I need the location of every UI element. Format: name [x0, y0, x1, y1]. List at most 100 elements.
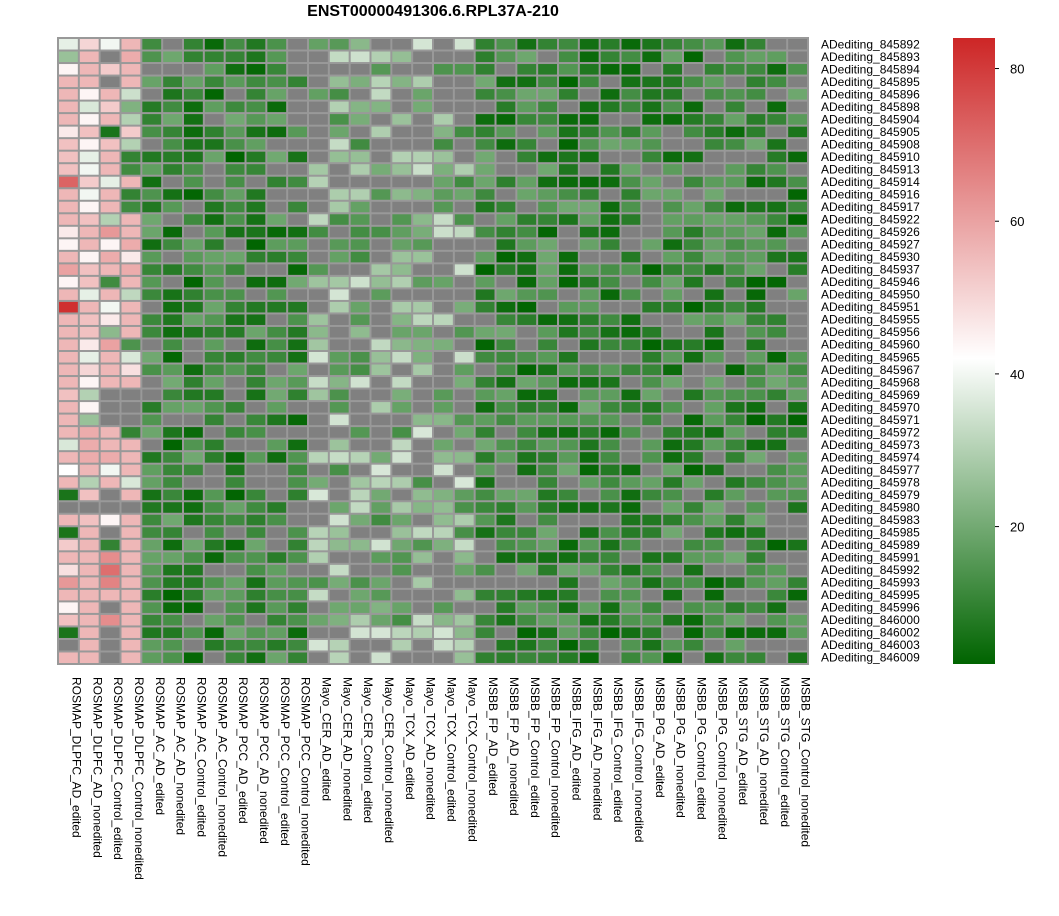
heatmap-cell — [246, 51, 266, 63]
heatmap-cell — [329, 639, 349, 651]
heatmap-cell — [309, 377, 328, 388]
heatmap-cell — [454, 189, 474, 200]
column-label: ROSMAP_DLPFC_AD_nonedited — [90, 677, 104, 858]
heatmap-cell — [204, 489, 224, 501]
heatmap-cell — [642, 339, 662, 350]
heatmap-cell — [600, 151, 620, 163]
heatmap-cell — [517, 377, 537, 388]
heatmap-cell — [454, 589, 474, 601]
row-label: ADediting_845950 — [821, 288, 920, 302]
heatmap-cell — [517, 239, 537, 250]
heatmap-cell — [204, 164, 224, 175]
heatmap-cell — [517, 214, 537, 225]
heatmap-cell — [600, 389, 620, 401]
heatmap-cell — [100, 226, 120, 238]
heatmap-cell — [663, 126, 682, 138]
heatmap-cell — [350, 189, 370, 200]
heatmap-cell — [538, 514, 557, 526]
heatmap-cell — [59, 126, 78, 138]
row-label: ADediting_845927 — [821, 238, 920, 252]
heatmap-cell — [79, 139, 99, 150]
heatmap-cell — [621, 577, 641, 588]
heatmap-cell — [371, 301, 391, 313]
heatmap-cell — [579, 39, 599, 50]
heatmap-cell — [579, 201, 599, 213]
heatmap-cell — [767, 39, 787, 50]
heatmap-cell — [392, 564, 412, 576]
heatmap-cell — [288, 552, 307, 563]
heatmap-cell — [579, 264, 599, 275]
heatmap-cell — [725, 314, 745, 325]
heatmap-cell — [788, 251, 807, 263]
heatmap-cell — [288, 639, 307, 651]
heatmap-cell — [100, 89, 120, 100]
heatmap-cell — [517, 514, 537, 526]
heatmap-cell — [267, 352, 287, 363]
column-label: ROSMAP_PCC_Control_edited — [278, 677, 292, 846]
heatmap-cell — [392, 301, 412, 313]
heatmap-cell — [434, 239, 453, 250]
heatmap-cell — [684, 564, 703, 576]
heatmap-cell — [559, 452, 578, 463]
heatmap-cell — [663, 402, 682, 413]
heatmap-cell — [684, 39, 703, 50]
heatmap-cell — [184, 51, 203, 63]
heatmap-cell — [163, 314, 182, 325]
heatmap-cell — [288, 477, 307, 488]
heatmap-cell — [663, 139, 682, 150]
heatmap-cell — [225, 527, 245, 538]
heatmap-cell — [600, 326, 620, 338]
heatmap-cell — [225, 377, 245, 388]
heatmap-cell — [559, 326, 578, 338]
heatmap-cell — [309, 226, 328, 238]
heatmap-cell — [538, 214, 557, 225]
heatmap-cell — [746, 114, 766, 125]
heatmap-cell — [600, 339, 620, 350]
heatmap-cell — [475, 301, 495, 313]
heatmap-cell — [642, 602, 662, 613]
heatmap-cell — [79, 64, 99, 75]
heatmap-cell — [517, 176, 537, 188]
heatmap-cell — [621, 502, 641, 513]
heatmap-cell — [350, 101, 370, 113]
heatmap-cell — [559, 76, 578, 88]
heatmap-cell — [788, 76, 807, 88]
heatmap-cell — [517, 339, 537, 350]
row-label: ADediting_845937 — [821, 263, 920, 277]
heatmap-cell — [684, 64, 703, 75]
heatmap-cell — [59, 189, 78, 200]
heatmap-cell — [496, 151, 516, 163]
heatmap-cell — [725, 151, 745, 163]
heatmap-cell — [746, 239, 766, 250]
heatmap-cell — [79, 226, 99, 238]
heatmap-cell — [163, 602, 182, 613]
heatmap-cell — [600, 477, 620, 488]
heatmap-cell — [392, 76, 412, 88]
heatmap-cell — [267, 527, 287, 538]
heatmap-cell — [413, 477, 432, 488]
heatmap-cell — [725, 114, 745, 125]
heatmap-cell — [538, 339, 557, 350]
heatmap-cell — [788, 339, 807, 350]
heatmap-cell — [392, 552, 412, 563]
heatmap-cell — [517, 427, 537, 438]
heatmap-cell — [163, 564, 182, 576]
row-label: ADediting_845914 — [821, 175, 920, 189]
heatmap-cell — [288, 314, 307, 325]
heatmap-cell — [392, 502, 412, 513]
heatmap-cell — [767, 639, 787, 651]
heatmap-cell — [142, 51, 162, 63]
heatmap-cell — [788, 452, 807, 463]
heatmap-cell — [121, 602, 141, 613]
heatmap-cell — [600, 627, 620, 638]
heatmap-cell — [121, 564, 141, 576]
heatmap-cell — [329, 239, 349, 250]
heatmap-cell — [413, 639, 432, 651]
heatmap-cell — [163, 264, 182, 275]
heatmap-cell — [184, 552, 203, 563]
heatmap-cell — [663, 114, 682, 125]
heatmap-cell — [79, 614, 99, 626]
heatmap-cell — [663, 352, 682, 363]
heatmap-cell — [350, 627, 370, 638]
heatmap-cell — [121, 89, 141, 100]
